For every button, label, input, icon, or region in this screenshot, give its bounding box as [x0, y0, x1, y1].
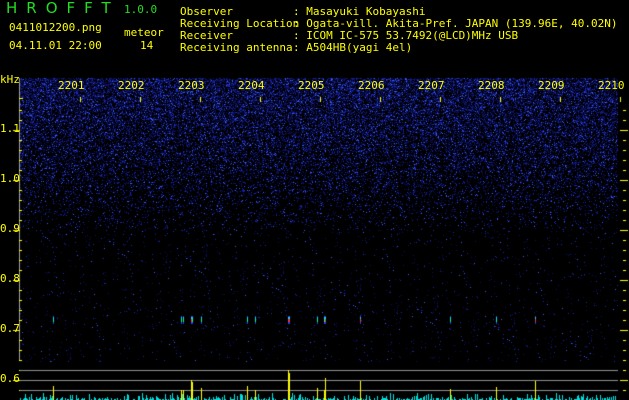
x-tick-label: 2206: [358, 79, 385, 92]
x-tick-label: 2207: [418, 79, 445, 92]
x-tick-label: 2205: [298, 79, 325, 92]
x-tick-label: 2202: [118, 79, 145, 92]
x-tick-label: 2201: [58, 79, 85, 92]
x-tick-label: 2208: [478, 79, 505, 92]
location-label: Receiving Location: [180, 17, 300, 30]
observer-label: Observer: [180, 5, 233, 18]
location-value: : Ogata-vill. Akita-Pref. JAPAN (139.96E…: [293, 17, 618, 30]
datetime: 04.11.01 22:00: [9, 39, 102, 52]
y-tick-label: 1.1: [0, 122, 20, 135]
antenna-label: Receiving antenna: [180, 41, 293, 54]
antenna-value: : A504HB(yagi 4el): [293, 41, 413, 54]
y-tick-label: 0.9: [0, 222, 20, 235]
x-tick-label: 2209: [538, 79, 565, 92]
filename: 0411012200.png: [9, 21, 102, 34]
y-tick-label: 0.7: [0, 322, 20, 335]
meteor-count: 14: [140, 39, 154, 52]
y-tick-label: 0.8: [0, 272, 20, 285]
app-title: HROFFT: [6, 0, 120, 17]
y-tick-label: 1.0: [0, 172, 20, 185]
y-axis-unit: kHz: [0, 73, 20, 86]
receiver-value: : ICOM IC-575 53.7492(@LCD)MHz USB: [293, 29, 519, 42]
x-tick-label: 2210: [598, 79, 625, 92]
x-tick-label: 2203: [178, 79, 205, 92]
x-tick-label: 2204: [238, 79, 265, 92]
app-version: 1.0.0: [124, 3, 158, 16]
meteor-label: meteor: [124, 26, 164, 39]
receiver-label: Receiver: [180, 29, 233, 42]
observer-value: : Masayuki Kobayashi: [293, 5, 426, 18]
y-tick-label: 0.6: [0, 372, 20, 385]
